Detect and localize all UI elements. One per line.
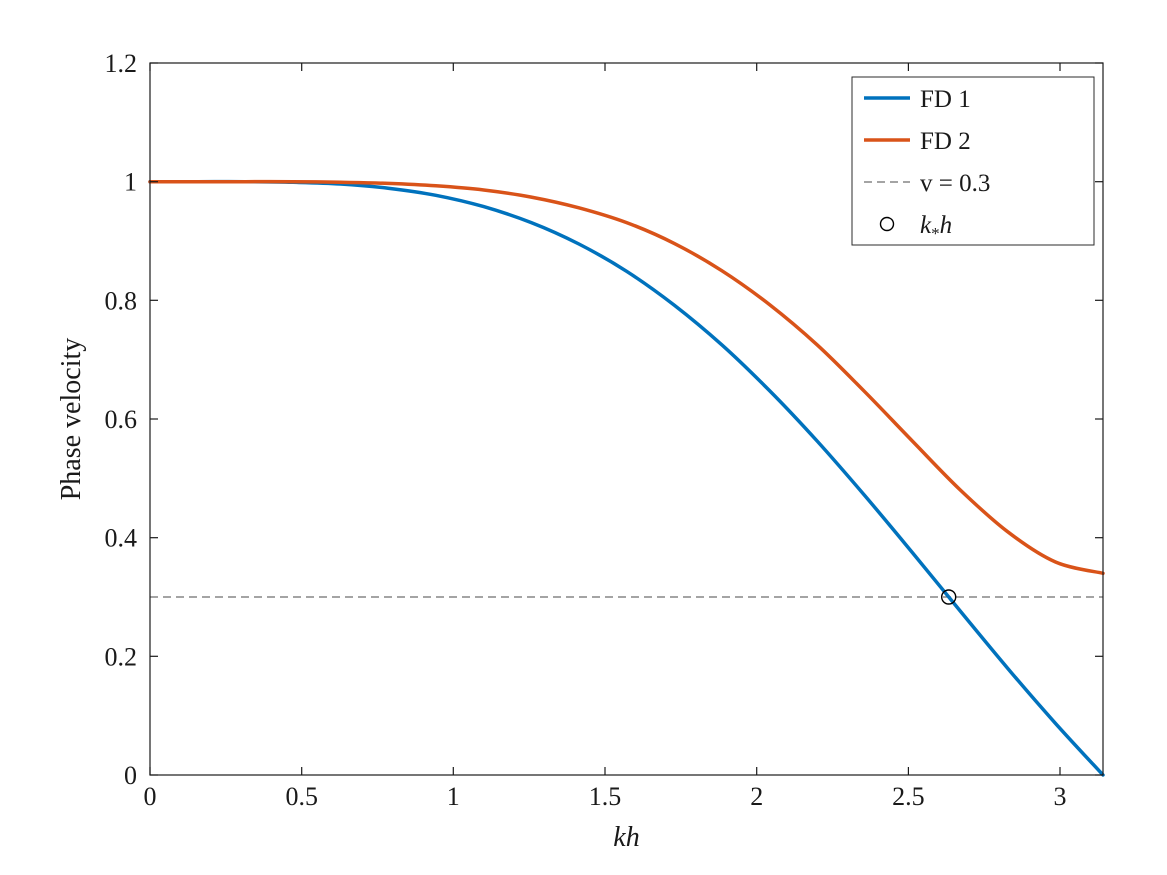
y-tick-label: 0.8 xyxy=(105,286,138,315)
x-tick-label: 0.5 xyxy=(285,782,318,811)
y-tick-label: 1 xyxy=(124,168,137,197)
fd2-curve xyxy=(148,179,1105,576)
legend-item-kstar: k*h xyxy=(879,212,952,243)
x-tick-label: 2.5 xyxy=(892,782,925,811)
x-tick-label: 2 xyxy=(750,782,763,811)
legend-item-reference-label: v = 0.3 xyxy=(920,170,990,197)
y-tick-label: 1.2 xyxy=(105,49,138,78)
legend-item-fd1-label: FD 1 xyxy=(920,86,971,113)
legend-item-fd2-label: FD 2 xyxy=(920,128,971,155)
legend-item-reference: v = 0.3 xyxy=(864,170,990,197)
x-axis-label: kh xyxy=(613,822,640,853)
y-axis-label: Phase velocity xyxy=(56,337,87,501)
legend-item-fd2: FD 2 xyxy=(864,128,971,155)
y-tick-label: 0.6 xyxy=(105,405,138,434)
y-tick-label: 0.4 xyxy=(105,524,138,553)
x-tick-label: 0 xyxy=(144,782,157,811)
legend-item-fd1: FD 1 xyxy=(864,86,971,113)
legend-box xyxy=(851,76,1095,246)
x-tick-label: 1.5 xyxy=(589,782,622,811)
legend-item-kstar-label: k*h xyxy=(920,212,952,243)
y-tick-label: 0.2 xyxy=(105,642,138,671)
y-tick-label: 0 xyxy=(124,761,137,790)
x-tick-label: 1 xyxy=(447,782,460,811)
legend: FD 1 FD 2 v = 0.3 k*h xyxy=(851,76,1095,246)
legend-item-kstar-sample xyxy=(879,216,895,232)
kstar-marker xyxy=(941,589,957,605)
x-tick-label: 3 xyxy=(1054,782,1067,811)
